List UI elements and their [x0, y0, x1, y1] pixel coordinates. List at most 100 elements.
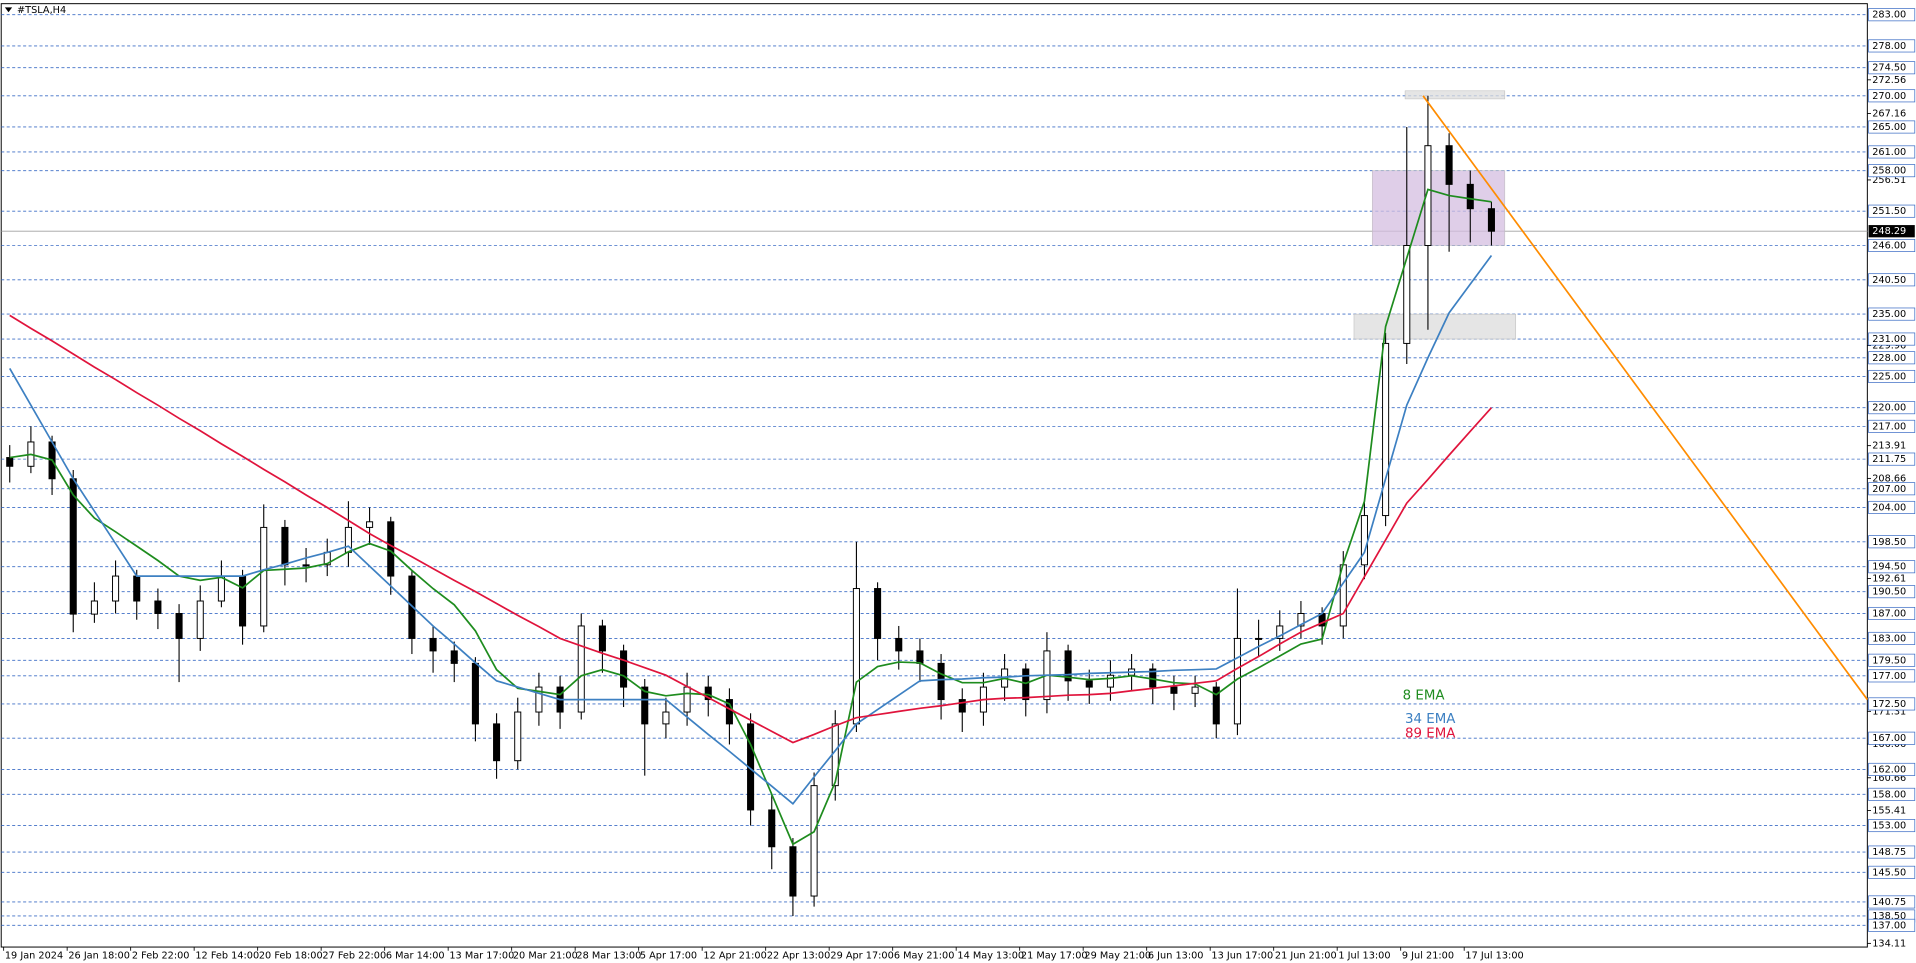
level-label-box [1868, 762, 1916, 776]
candle-body [1487, 208, 1495, 232]
level-label: 278.00 [1872, 41, 1906, 52]
candle-body [1191, 686, 1199, 694]
level-label-box [1868, 39, 1916, 53]
candle-body [1360, 515, 1368, 566]
x-tick-label: 12 Apr 21:00 [703, 951, 766, 962]
candle-body [1466, 183, 1474, 210]
level-label-box [1868, 8, 1916, 22]
candle-body [958, 699, 966, 713]
candle-body [1276, 625, 1284, 639]
level-label-box [1868, 697, 1916, 711]
candle-body [1022, 668, 1030, 701]
level-label-box [1868, 369, 1916, 383]
level-label: 145.50 [1872, 867, 1906, 878]
candle-body [260, 526, 268, 627]
x-tick-label: 20 Feb 18:00 [259, 951, 323, 962]
level-label: 228.00 [1872, 353, 1906, 364]
level-label: 261.00 [1872, 147, 1906, 158]
candle-body [683, 686, 691, 713]
zones [1353, 90, 1517, 340]
level-label-box [1868, 120, 1916, 134]
candle-body [916, 650, 924, 664]
level-label: 235.00 [1872, 309, 1906, 320]
level-label-box [1868, 238, 1916, 252]
candle-body [6, 457, 14, 467]
level-label: 137.00 [1872, 920, 1906, 931]
level-label: 177.00 [1872, 671, 1906, 682]
plot-frame [0, 3, 1868, 948]
menu-arrow[interactable] [4, 7, 13, 13]
level-label: 220.00 [1872, 403, 1906, 414]
level-label: 138.50 [1872, 911, 1906, 922]
candle-body [535, 686, 543, 713]
candle-body [217, 575, 225, 602]
level-label: 187.00 [1872, 608, 1906, 619]
level-label: 167.00 [1872, 733, 1906, 744]
level-label: 204.00 [1872, 502, 1906, 513]
x-tick-label: 13 Jun 17:00 [1211, 951, 1273, 962]
y-tick-label: 171.31 [1872, 706, 1906, 717]
x-tick-label: 29 May 21:00 [1084, 951, 1151, 962]
y-tick-label: 267.16 [1872, 108, 1906, 119]
level-label-box [1868, 452, 1916, 466]
level-label-box [1868, 787, 1916, 801]
level-label: 231.00 [1872, 334, 1906, 345]
candle-body [196, 600, 204, 639]
y-tick-label: 155.41 [1872, 805, 1906, 816]
level-label-box [1868, 500, 1916, 514]
candle-body [69, 478, 77, 615]
candle-body [662, 711, 670, 725]
level-label-box [1868, 865, 1916, 879]
candle-body [789, 846, 797, 897]
level-label-box [1868, 89, 1916, 103]
x-tick-label: 29 Apr 17:00 [830, 951, 893, 962]
level-label-box [1868, 731, 1916, 745]
x-tick-label: 12 Feb 14:00 [195, 951, 259, 962]
candle-body [831, 723, 839, 787]
x-tick-label: 13 Mar 17:00 [449, 951, 514, 962]
x-tick-label: 9 Jul 21:00 [1402, 951, 1454, 962]
level-label-box [1868, 560, 1916, 574]
current-price-label: 248.29 [1872, 226, 1906, 237]
candle-body [1382, 342, 1390, 517]
candle-body [281, 526, 289, 566]
level-label-box [1868, 845, 1916, 859]
y-tick-label: 256.51 [1872, 175, 1906, 186]
x-tick-label: 17 Jul 13:00 [1465, 951, 1523, 962]
x-tick-label: 19 Jan 2024 [5, 951, 63, 962]
candle-body [598, 625, 606, 652]
zone [1371, 170, 1506, 246]
ema-label: 34 EMA [1405, 712, 1456, 727]
candle-body [366, 521, 374, 528]
candle-body [937, 662, 945, 701]
level-label: 265.00 [1872, 122, 1906, 133]
level-label-box [1868, 351, 1916, 365]
level-label-box [1868, 606, 1916, 620]
level-label: 190.50 [1872, 587, 1906, 598]
x-tick-label: 6 Mar 14:00 [386, 951, 445, 962]
candle-body [493, 723, 501, 762]
level-label: 162.00 [1872, 764, 1906, 775]
level-label: 225.00 [1872, 371, 1906, 382]
level-label-box [1868, 273, 1916, 287]
ema-line [9, 188, 1492, 846]
level-label-box [1868, 61, 1916, 75]
candle-body [302, 564, 310, 567]
x-tick-label: 22 Apr 13:00 [767, 951, 830, 962]
level-label-box [1868, 585, 1916, 599]
level-label-box [1868, 307, 1916, 321]
current-price-box [1868, 225, 1915, 238]
level-label-box [1868, 145, 1916, 159]
candle-body [1445, 145, 1453, 185]
candle-body [133, 575, 141, 602]
level-label: 183.00 [1872, 633, 1906, 644]
x-tick-label: 21 Jun 21:00 [1275, 951, 1337, 962]
candle-body [577, 625, 585, 713]
y-tick-label: 229.96 [1872, 341, 1906, 352]
candle-body [239, 575, 247, 627]
x-tick-label: 6 May 21:00 [894, 951, 955, 962]
y-tick-label: 192.61 [1872, 573, 1906, 584]
zone [1353, 313, 1517, 340]
